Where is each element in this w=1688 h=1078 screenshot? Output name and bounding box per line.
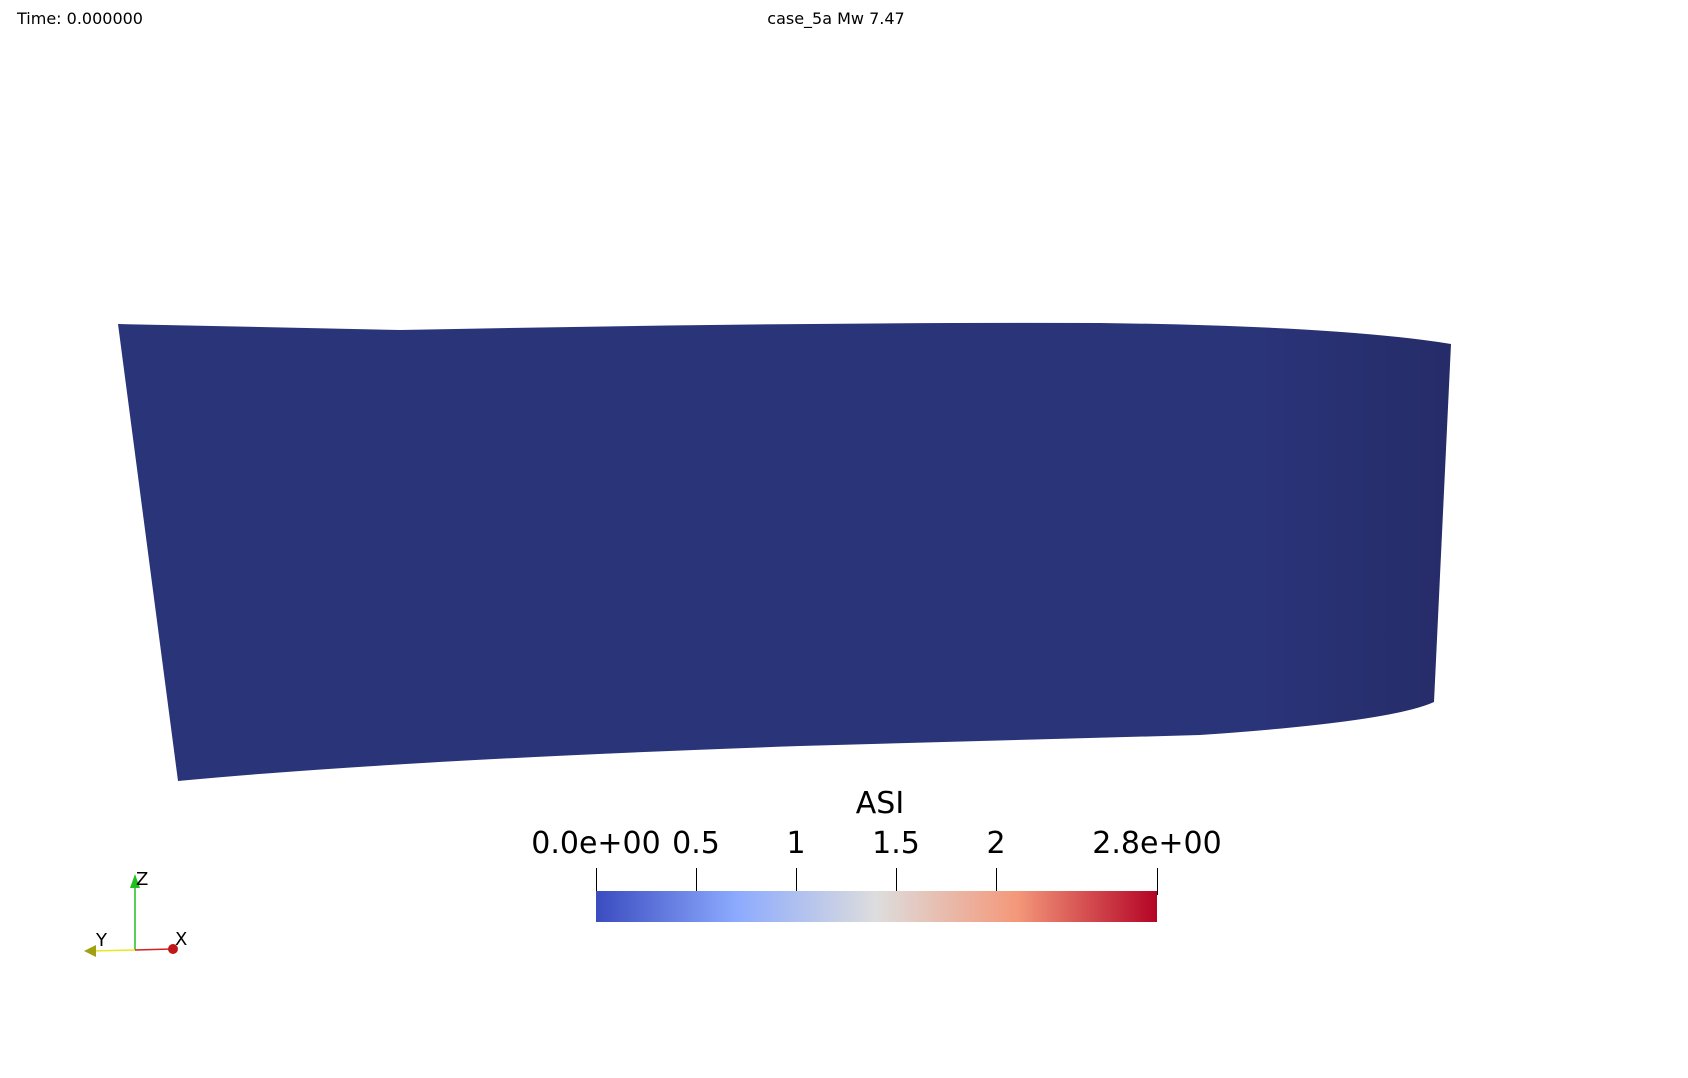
time-label: Time: 0.000000 [17, 9, 143, 28]
z-axis-arrowhead [130, 874, 140, 888]
tick-mark [596, 868, 597, 895]
y-axis-arrowhead [84, 945, 96, 957]
tick-label: 0.0e+00 [531, 826, 661, 861]
tick-mark [1157, 868, 1158, 895]
colorbar-title: ASI [855, 786, 905, 821]
tick-label: 2.8e+00 [1092, 826, 1222, 861]
y-axis-line [91, 949, 136, 952]
tick-mark [896, 868, 897, 895]
view-title: case_5a Mw 7.47 [767, 9, 905, 28]
y-axis-label: Y [96, 930, 107, 951]
z-axis-label: Z [136, 869, 149, 890]
tick-mark [696, 868, 697, 895]
tick-mark [996, 868, 997, 895]
tick-mark [796, 868, 797, 895]
tick-label: 1.5 [872, 826, 920, 861]
x-axis-label: X [175, 929, 188, 950]
x-axis-arrowhead [168, 944, 178, 954]
x-axis-line [134, 948, 173, 951]
colorbar-gradient [596, 891, 1157, 922]
tick-label: 0.5 [672, 826, 720, 861]
orientation-axes-graphic [84, 874, 178, 957]
fault-surface[interactable] [118, 322, 1451, 781]
tick-label: 1 [786, 826, 806, 861]
tick-label: 2 [986, 826, 1006, 861]
